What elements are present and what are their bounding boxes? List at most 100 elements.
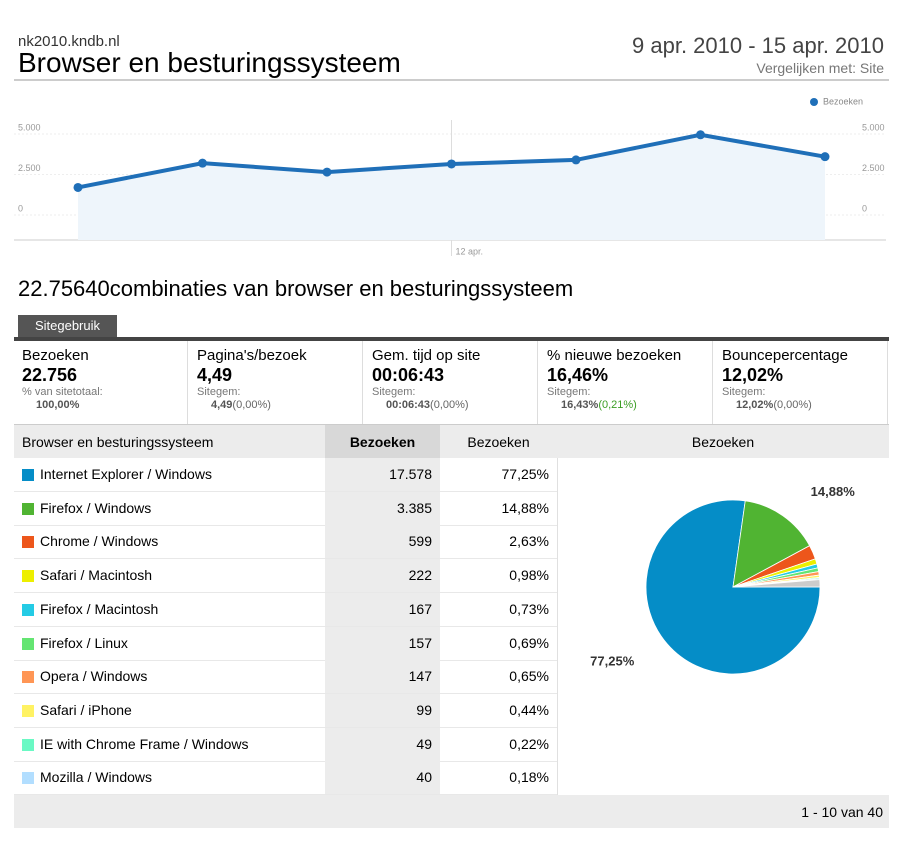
summary-rule (14, 424, 889, 425)
summary-card: Gem. tijd op site 00:06:43 Sitegem: 00:06:4… (364, 341, 538, 425)
metric-sub-label: Sitegem: (547, 386, 591, 398)
row-percent: 0,18% (509, 769, 549, 786)
site-name: nk2010.kndb.nl (18, 33, 120, 50)
row-name: Mozilla / Windows (40, 769, 153, 786)
y-tick-label: 5.000 (18, 122, 41, 132)
y2-tick-label: 0 (862, 203, 867, 213)
row-visits: 599 (325, 525, 440, 559)
table-footer (14, 795, 889, 828)
metric-sub-value: 00:06:43 (386, 399, 431, 411)
tab[interactable]: Sitegebruik (18, 315, 117, 337)
row-visits: 99 (325, 693, 440, 727)
metric-sub-line: 12,02%(0,00%) (722, 399, 887, 412)
point (447, 159, 456, 169)
summary-card: Pagina's/bezoek 4,49 Sitegem: 4,49(0,00%) (189, 341, 363, 425)
metric-sub-line: 00:06:43(0,00%) (372, 399, 537, 412)
row-name: Safari / Macintosh (40, 567, 153, 584)
table-row: Internet Explorer / Windows 17.578 77,25% (14, 458, 557, 492)
summary-card: Bezoeken 22.756% van sitetotaal: 100,00% (14, 341, 188, 425)
row-percent: 0,69% (509, 634, 549, 651)
table-row: Opera / Windows 147 0,65% (14, 660, 557, 695)
metric-label: Pagina's/bezoek (197, 347, 307, 364)
metric-label: Gem. tijd op site (372, 347, 481, 364)
table-header (14, 425, 889, 458)
metric-value: 4,49 (197, 365, 233, 385)
row-visits: 40 (325, 761, 440, 795)
legend-marker (810, 98, 818, 106)
line-chart: 0 0 2.500 2.500 5.000 5.000 12 apr. Bezoeken (14, 96, 886, 256)
color-key (22, 738, 34, 751)
point (322, 167, 332, 177)
pagination[interactable]: 1 - 10 van 40 (801, 804, 883, 820)
col-header[interactable]: Browser en besturingssysteem (22, 434, 214, 450)
row-visits: 49 (325, 727, 440, 761)
y2-tick-label: 5.000 (862, 122, 885, 132)
point (198, 158, 207, 168)
row-percent: 0,65% (509, 668, 549, 685)
table-row: IE with Chrome Frame / Windows 49 0,22% (14, 727, 557, 762)
pie-slice (732, 500, 811, 588)
legend-label: Bezoeken (823, 96, 863, 106)
row-name: Firefox / Macintosh (40, 600, 159, 617)
metric-value: 00:06:43 (372, 365, 445, 385)
metric-sub-line: 100,00% (22, 399, 187, 412)
compare[interactable]: Vergelijken met: Site (756, 60, 884, 76)
metric-sub-value: 100,00% (36, 399, 80, 411)
metric-sub-label: % van sitetotaal: (22, 386, 103, 398)
color-key (22, 469, 34, 481)
pie-label: 77,25% (590, 654, 635, 669)
metric-sub-label: Sitegem: (197, 386, 241, 398)
metric-value: 12,02% (722, 365, 784, 385)
col-header[interactable]: Bezoeken (349, 434, 416, 450)
col-rule (557, 458, 558, 795)
pie-chart: 77,25% 14,88% (590, 484, 856, 675)
table-row: Chrome / Windows 599 2,63% (14, 525, 557, 560)
date-range[interactable]: 9 apr. 2010 - 15 apr. 2010 (632, 33, 884, 58)
table-row: Firefox / Windows 3.385 14,88% (14, 491, 557, 526)
row-visits: 17.578 (325, 458, 440, 491)
metric-delta: (0,00%) (232, 399, 271, 411)
tab-bar (14, 337, 889, 341)
metric-sub-line: 16,43%(0,21%) (547, 399, 712, 412)
row-percent: 77,25% (501, 466, 549, 482)
table-row: Safari / iPhone 99 0,44% (14, 693, 557, 728)
metric-label: % nieuwe bezoeken (547, 347, 682, 364)
table-row: Safari / Macintosh 222 0,98% (14, 559, 557, 594)
color-key (22, 671, 34, 684)
table-row: Firefox / Macintosh 167 0,73% (14, 592, 557, 627)
row-name: Firefox / Windows (40, 499, 152, 516)
pie-slice (732, 579, 821, 588)
row-visits: 147 (325, 660, 440, 694)
point (73, 182, 83, 192)
row-percent: 2,63% (509, 533, 549, 550)
table-row: Firefox / Linux 157 0,69% (14, 626, 557, 661)
metric-sub-label: Sitegem: (722, 386, 766, 398)
page-title: Browser en besturingssysteem (18, 47, 401, 78)
header-rule (14, 79, 889, 81)
pie-label: 14,88% (811, 484, 856, 499)
x-tick-label: 12 apr. (456, 246, 484, 256)
row-name: Safari / iPhone (40, 701, 132, 718)
color-key (22, 772, 34, 785)
metric-delta: (0,00%) (773, 399, 812, 411)
col-header[interactable]: Bezoeken (467, 434, 530, 450)
row-name: Firefox / Linux (40, 634, 128, 651)
color-key (22, 570, 34, 583)
table-row: Mozilla / Windows 40 0,18% (14, 761, 557, 796)
metric-sub-value: 4,49 (211, 399, 233, 411)
row-visits: 3.385 (325, 491, 440, 525)
area (78, 134, 825, 240)
color-key (22, 704, 34, 717)
color-key (22, 502, 34, 515)
section-title: 22.75640combinaties van browser en bestu… (18, 276, 574, 301)
y-tick-label: 0 (18, 203, 23, 213)
metric-sub-value: 12,02% (736, 399, 774, 411)
y2-tick-label: 2.500 (862, 163, 885, 173)
y-tick-label: 2.500 (18, 163, 41, 173)
row-percent: 0,44% (509, 701, 549, 718)
row-percent: 0,73% (509, 600, 549, 617)
row-percent: 14,88% (501, 499, 549, 516)
row-name: IE with Chrome Frame / Windows (40, 735, 249, 752)
metric-label: Bouncepercentage (722, 347, 848, 364)
